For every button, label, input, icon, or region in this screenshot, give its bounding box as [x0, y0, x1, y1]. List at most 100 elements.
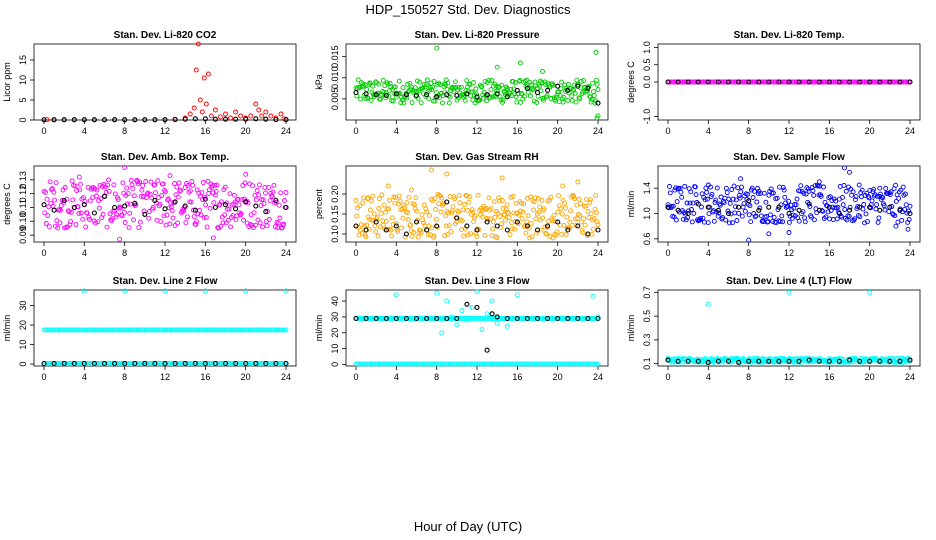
y-axis-label: percent [314, 188, 324, 219]
data-point [376, 81, 382, 87]
data-point [447, 316, 453, 321]
data-point [770, 190, 776, 196]
data-point [897, 79, 903, 85]
data-point [215, 327, 221, 333]
data-point [191, 214, 197, 220]
data-point [118, 212, 124, 218]
data-point [559, 231, 565, 237]
data-point [91, 360, 97, 367]
data-point [449, 210, 455, 216]
data-point [67, 222, 73, 228]
data-point [155, 327, 161, 333]
data-point [688, 79, 694, 85]
panel-title: Stan. Dev. Sample Flow [733, 152, 845, 163]
data-point [559, 316, 565, 321]
data-point [585, 85, 591, 91]
data-point [853, 79, 859, 85]
x-tick-label: 12 [784, 248, 794, 258]
data-point [693, 79, 699, 85]
data-point [184, 327, 190, 333]
data-point [499, 82, 505, 88]
data-point [830, 217, 836, 222]
data-point [442, 361, 448, 367]
data-point [465, 207, 470, 213]
data-point [268, 327, 274, 333]
data-point [207, 205, 213, 211]
data-point [394, 361, 400, 367]
data-point [426, 316, 432, 321]
x-tick-label: 8 [746, 372, 751, 382]
y-axis-label: ml/min [2, 315, 12, 342]
data-point [592, 361, 598, 367]
data-point [723, 185, 729, 191]
data-point [265, 327, 271, 333]
data-point [565, 81, 571, 87]
data-point [884, 79, 890, 85]
data-point [401, 202, 407, 208]
data-point [159, 193, 165, 199]
data-point [486, 316, 492, 321]
data-point [172, 117, 178, 123]
data-point [695, 201, 701, 207]
data-point [685, 79, 691, 85]
data-point [283, 117, 289, 123]
data-point [51, 189, 57, 195]
data-point [755, 191, 761, 197]
data-point [846, 213, 852, 219]
data-point [474, 304, 480, 310]
data-point [560, 183, 566, 189]
data-point [194, 327, 200, 333]
data-point [216, 327, 222, 333]
data-point [670, 79, 676, 85]
data-point [210, 361, 216, 366]
data-point [187, 188, 193, 194]
data-point [152, 117, 158, 123]
data-point [563, 361, 568, 367]
data-point [431, 316, 437, 321]
data-point [433, 206, 439, 212]
data-point [806, 188, 812, 194]
data-point [386, 206, 392, 212]
data-point [705, 359, 711, 365]
data-point [357, 203, 363, 209]
data-point [131, 193, 137, 199]
data-point [489, 298, 495, 304]
data-point [280, 361, 286, 366]
data-point [563, 316, 568, 321]
data-point [695, 79, 701, 85]
data-point [181, 327, 187, 333]
data-point [829, 79, 835, 85]
data-point [150, 327, 156, 333]
data-point [528, 220, 534, 226]
data-point [139, 187, 145, 193]
data-point [478, 316, 484, 321]
data-point [705, 79, 711, 85]
data-point [157, 201, 163, 207]
data-point [726, 196, 732, 202]
data-point [461, 233, 467, 239]
panel-title: Stan. Dev. Line 3 Flow [425, 276, 530, 287]
data-point [212, 116, 218, 122]
data-point [709, 191, 715, 197]
data-point [233, 217, 239, 223]
data-point [759, 79, 765, 85]
data-point [720, 215, 726, 221]
y-tick-label: 10 [18, 75, 28, 85]
data-point [277, 215, 283, 221]
data-point [72, 327, 78, 333]
data-point [205, 71, 211, 77]
data-point [748, 79, 754, 85]
data-point [445, 231, 451, 237]
data-point [553, 361, 559, 367]
data-point [689, 219, 695, 225]
data-point [170, 215, 176, 221]
data-point [254, 188, 260, 193]
data-point [413, 219, 420, 225]
data-point [140, 183, 146, 188]
data-point [858, 79, 864, 85]
data-point [239, 197, 245, 203]
data-point [893, 223, 899, 229]
data-point [841, 182, 847, 188]
data-point [570, 87, 576, 92]
data-point [149, 195, 155, 201]
